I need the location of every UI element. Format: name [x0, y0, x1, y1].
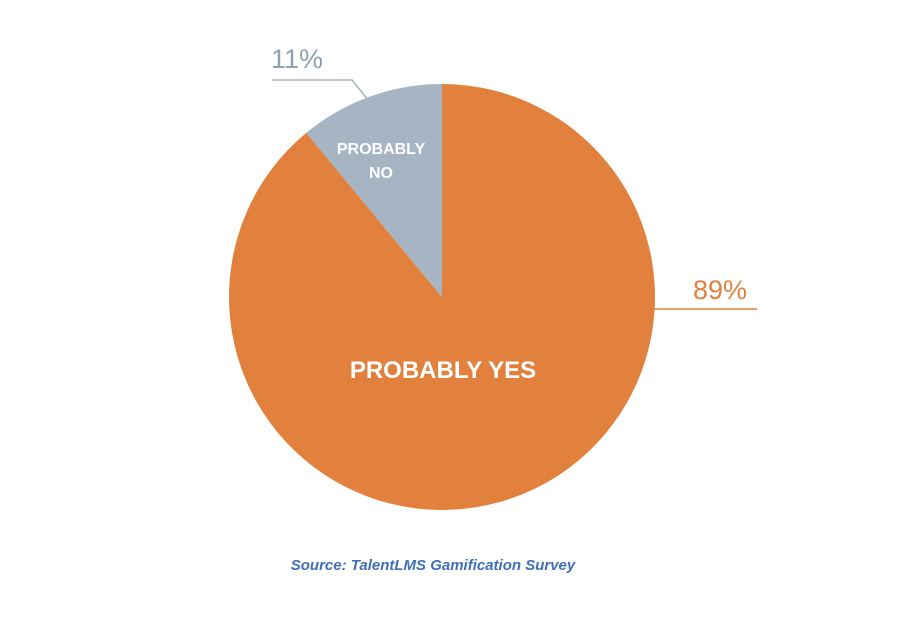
percent-label-probably-yes: 89%: [693, 275, 747, 305]
leader-line-probably-no: [272, 79, 374, 107]
slice-label-probably-no-line1: PROBABLY: [337, 141, 426, 158]
slice-probably-yes: [229, 83, 656, 510]
slice-probably-no: [306, 84, 442, 297]
source-note: Source: TalentLMS Gamification Survey: [290, 557, 576, 574]
percent-label-probably-no: 11%: [271, 44, 323, 74]
slice-label-probably-yes: PROBABLY YES: [350, 357, 536, 384]
slice-label-probably-no-line2: NO: [369, 165, 393, 182]
